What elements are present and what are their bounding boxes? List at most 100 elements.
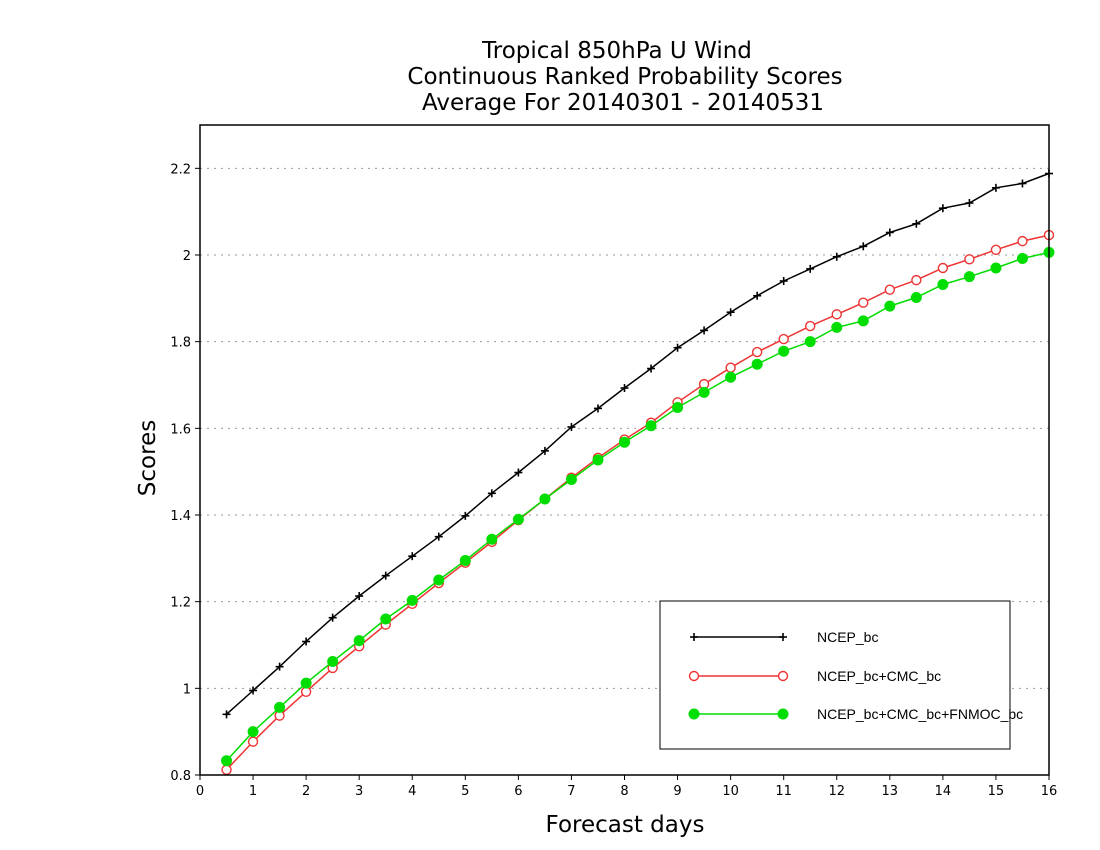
data-point [700, 326, 709, 335]
data-point [647, 364, 656, 373]
x-tick-label: 9 [673, 784, 681, 799]
data-point [433, 574, 445, 586]
data-point [990, 244, 1002, 256]
x-tick-label: 14 [935, 784, 952, 799]
legend-marker [690, 633, 698, 641]
series-1 [222, 169, 1053, 719]
data-point [965, 199, 974, 207]
x-tick-label: 1 [249, 784, 257, 799]
data-point [832, 252, 841, 261]
y-tick-label: 0.8 [170, 769, 191, 784]
x-tick-label: 3 [355, 784, 363, 799]
x-tick-label: 4 [408, 784, 416, 799]
data-point [885, 228, 894, 237]
legend-box [659, 600, 1011, 750]
data-point [991, 183, 1000, 192]
data-point [247, 736, 259, 747]
y-axis-label: Scores [135, 420, 161, 496]
x-tick-label: 12 [828, 784, 845, 799]
y-tick-label: 1.2 [170, 596, 191, 611]
data-point [857, 315, 869, 327]
x-tick-label: 7 [567, 784, 575, 799]
data-point [222, 710, 231, 719]
data-point [1016, 252, 1028, 264]
data-point [302, 637, 311, 646]
y-tick-label: 2.2 [170, 162, 191, 177]
data-point [355, 592, 364, 601]
data-point [1017, 235, 1028, 247]
data-point [221, 764, 232, 775]
series-line [225, 172, 1050, 715]
data-point [645, 420, 657, 432]
x-tick-label: 10 [722, 784, 739, 799]
legend-label: NCEP_bc [817, 629, 878, 645]
data-point [753, 291, 762, 300]
data-point [673, 343, 682, 352]
data-point [779, 277, 788, 285]
x-tick-label: 16 [1041, 784, 1058, 799]
legend-label: NCEP_bc+CMC_bc+FNMOC_bc [817, 706, 1023, 722]
data-point [963, 271, 975, 283]
legend-entry: NCEP_bc+CMC_bc+FNMOC_bc [688, 706, 1023, 722]
y-tick-label: 1.8 [170, 336, 191, 351]
data-point [540, 446, 549, 455]
y-tick-label: 1.6 [170, 422, 191, 437]
data-point [275, 662, 284, 671]
data-point [725, 371, 737, 383]
data-point [512, 513, 524, 525]
data-point [539, 493, 551, 505]
data-point [911, 274, 922, 286]
x-axis-label: Forecast days [546, 812, 705, 838]
data-point [912, 219, 921, 228]
data-point [858, 297, 869, 308]
y-tick-label: 1.4 [170, 509, 191, 524]
legend-marker [688, 670, 700, 682]
data-point [486, 533, 498, 545]
chart-title-line-1: Tropical 850hPa U Wind [481, 38, 752, 64]
y-tick-label: 2 [183, 249, 191, 264]
data-point [751, 346, 763, 358]
data-point [964, 254, 975, 265]
data-point [381, 571, 390, 580]
y-tick-label: 1 [183, 682, 191, 697]
legend-marker [777, 670, 789, 682]
data-point [247, 726, 259, 738]
data-point [884, 300, 896, 312]
data-point [300, 686, 312, 697]
data-point [751, 358, 763, 370]
data-point [725, 362, 736, 373]
data-point [831, 321, 843, 333]
data-point [937, 262, 949, 274]
data-point [408, 552, 417, 561]
series-3 [221, 246, 1055, 767]
data-point [698, 386, 710, 398]
data-point [328, 613, 337, 622]
data-point [831, 309, 842, 320]
data-point [805, 320, 816, 332]
x-tick-label: 8 [620, 784, 628, 799]
x-tick-label: 2 [302, 784, 310, 799]
data-point [778, 333, 789, 345]
data-point [274, 701, 286, 713]
data-point [910, 291, 922, 303]
x-tick-label: 5 [461, 784, 469, 799]
chart-title-line-2: Continuous Ranked Probability Scores [407, 64, 842, 90]
x-tick-label: 0 [196, 784, 204, 799]
data-point [487, 489, 496, 498]
data-point [726, 308, 735, 317]
legend-entry: NCEP_bc+CMC_bc [688, 668, 941, 684]
chart-title-line-3: Average For 20140301 - 20140531 [422, 90, 824, 116]
data-point [884, 284, 896, 295]
data-point [937, 278, 949, 290]
x-tick-label: 15 [988, 784, 1005, 799]
data-point [565, 473, 577, 485]
data-point [249, 686, 258, 695]
data-point [990, 262, 1002, 274]
data-point [459, 555, 471, 566]
legend-label: NCEP_bc+CMC_bc [817, 668, 941, 684]
data-point [592, 454, 604, 466]
data-point [672, 402, 684, 414]
x-tick-label: 13 [882, 784, 899, 799]
data-point [327, 655, 339, 667]
